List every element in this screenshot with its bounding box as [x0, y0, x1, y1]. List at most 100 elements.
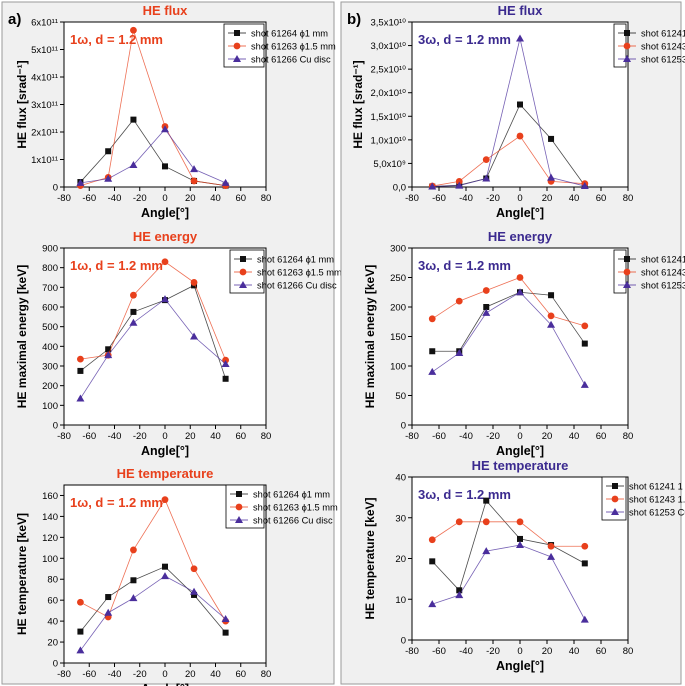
- x-tick-label: 40: [569, 193, 580, 204]
- legend-marker: [239, 268, 247, 276]
- x-tick-label: 80: [623, 431, 634, 442]
- legend: shot 61241 1 mm shot 61243 1.5 mm shot 612…: [613, 249, 685, 294]
- mode-label: 1ω, d = 1.2 mm: [70, 495, 163, 510]
- legend-entry: shot 61243 1.5 mm: [629, 495, 685, 505]
- data-point: [482, 156, 490, 164]
- legend-entry: shot 61243 1.5 mm: [641, 268, 685, 278]
- data-point: [129, 318, 138, 326]
- data-point: [429, 348, 436, 355]
- chart-b-1: HE flux -80 -60 -40 -20 0 20 40 60 80 0,0 5,0x10⁹ 1,…: [351, 3, 685, 220]
- data-point: [104, 174, 113, 182]
- data-point: [547, 552, 556, 560]
- legend-entry: shot 61243 1.5 mm: [641, 42, 685, 52]
- y-tick-label: 3x10¹¹: [31, 100, 58, 111]
- y-tick-label: 200: [390, 303, 406, 314]
- series-3: [76, 125, 230, 186]
- series-line: [431, 499, 585, 592]
- series-2: [428, 274, 589, 330]
- x-axis-label: Angle[°]: [141, 206, 189, 220]
- series-3: [428, 288, 589, 388]
- x-tick-label: -60: [82, 193, 96, 204]
- data-point: [483, 497, 490, 504]
- data-point: [517, 101, 523, 108]
- data-point: [547, 542, 555, 550]
- x-tick-label: -80: [405, 646, 419, 657]
- y-tick-label: 250: [390, 273, 406, 284]
- legend-marker: [236, 491, 242, 497]
- data-point: [548, 135, 555, 142]
- legend-entry: shot 61241 1 mm: [629, 482, 685, 492]
- data-point: [516, 34, 524, 42]
- legend-box: [229, 249, 265, 294]
- y-tick-label: 900: [42, 244, 58, 255]
- x-tick-label: -80: [57, 193, 71, 204]
- data-point: [130, 577, 137, 584]
- data-point: [190, 332, 199, 340]
- legend-entry: shot 61266 Cu disc: [257, 281, 337, 291]
- y-tick-label: 0: [401, 636, 406, 647]
- data-point: [580, 615, 589, 623]
- data-point: [130, 546, 137, 554]
- chart-a-2: HE energy-80 -60 -40 -20 0 20 40 60 800100200300…: [15, 229, 342, 458]
- y-tick-label: 300: [42, 362, 58, 373]
- x-tick-label: -20: [133, 669, 147, 680]
- x-tick-label: 80: [261, 669, 272, 680]
- data-point: [129, 161, 138, 168]
- x-tick-label: -40: [459, 646, 473, 657]
- data-point: [483, 304, 490, 310]
- x-tick-label: -20: [133, 193, 147, 204]
- x-tick-label: -40: [108, 193, 122, 204]
- y-axis-label: HE temperature [keV]: [15, 513, 29, 635]
- data-point: [428, 536, 436, 544]
- y-axis-label: HE flux [srad⁻¹]: [15, 60, 29, 148]
- chart-b-3: HE temperature -80 -60 -40 -20 0 20 40 60 80 0 10 20…: [363, 458, 685, 673]
- x-tick-label: 80: [261, 193, 272, 204]
- legend-marker: [611, 495, 619, 503]
- legend-entry: shot 61263 ϕ1.5 mm: [251, 42, 336, 52]
- x-axis-label: Angle[°]: [141, 682, 189, 686]
- x-axis-label: Angle[°]: [496, 444, 544, 458]
- legend-marker: [624, 30, 630, 36]
- data-point: [190, 587, 199, 595]
- series-line: [432, 291, 586, 352]
- series-line: [80, 284, 226, 379]
- data-point: [516, 274, 524, 281]
- y-tick-label: 100: [42, 554, 58, 565]
- legend-entry: shot 61263 ϕ1.5 mm: [257, 268, 342, 278]
- x-tick-label: -20: [486, 431, 500, 442]
- data-point: [581, 340, 588, 347]
- y-tick-label: 700: [42, 283, 58, 294]
- y-axis-label: HE flux [srad⁻¹]: [351, 60, 365, 148]
- series-line: [432, 544, 586, 620]
- data-point: [105, 148, 112, 155]
- series-line: [432, 291, 586, 386]
- x-tick-label: 0: [517, 646, 522, 657]
- y-tick-label: 5,0x10⁹: [373, 159, 406, 170]
- y-tick-label: 2,5x10¹⁰: [371, 65, 407, 76]
- data-point: [428, 182, 437, 190]
- data-point: [516, 132, 524, 140]
- chart-b-2: HE energy -80 -60 -40 -20 0 20 40 60 80 0 50 100 150 2…: [363, 229, 685, 458]
- legend-marker: [235, 503, 243, 511]
- legend-entry: shot 61266 Cu disc: [253, 516, 333, 526]
- y-tick-label: 60: [47, 596, 58, 607]
- x-tick-label: 20: [185, 431, 196, 442]
- y-axis-label: HE maximal energy [keV]: [363, 265, 377, 408]
- data-point: [105, 346, 112, 353]
- series-line: [80, 30, 226, 187]
- legend-marker: [623, 268, 631, 276]
- legend: shot 61241 1 mm shot 61243 1.5 mm shot 612…: [613, 23, 685, 68]
- x-tick-label: -80: [57, 669, 71, 680]
- x-axis-label: Angle[°]: [496, 206, 544, 220]
- series-2: [428, 518, 589, 550]
- y-tick-label: 1x10¹¹: [31, 155, 58, 166]
- data-point: [455, 518, 463, 526]
- data-point: [76, 394, 85, 402]
- data-point: [547, 312, 555, 320]
- x-tick-label: -40: [108, 669, 122, 680]
- x-tick-label: 60: [235, 669, 246, 680]
- x-tick-label: -20: [133, 431, 147, 442]
- legend: shot 61264 ϕ1 mm shot 61263 ϕ1.5 mm shot 6…: [225, 484, 338, 529]
- x-tick-label: 60: [235, 431, 246, 442]
- plot-area: [411, 476, 629, 641]
